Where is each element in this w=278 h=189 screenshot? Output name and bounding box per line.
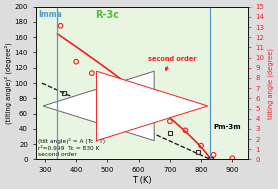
Point [211, 153, 216, 156]
Point [196, 150, 200, 153]
Text: R-3c: R-3c [95, 10, 120, 20]
Point [90, 72, 94, 75]
Y-axis label: tilting angle (degree): tilting angle (degree) [267, 48, 274, 119]
Point [74, 60, 78, 63]
Point [230, 157, 235, 160]
Point [183, 129, 188, 132]
Text: Imma: Imma [38, 10, 62, 19]
Point [105, 111, 110, 114]
Point [80, 103, 85, 106]
Point [208, 158, 213, 161]
Text: (tilt angle)² = A (Tc - T)
r²=0.999  Tc = 830 K
second order: (tilt angle)² = A (Tc - T) r²=0.999 Tc =… [38, 138, 105, 157]
Point [58, 24, 63, 27]
Point [168, 120, 172, 123]
Point [199, 144, 203, 147]
Point [136, 95, 141, 98]
Text: second order: second order [148, 56, 197, 70]
X-axis label: T (K): T (K) [132, 176, 152, 185]
Point [152, 102, 157, 105]
Y-axis label: (tilting angle)² (degree²): (tilting angle)² (degree²) [4, 42, 12, 124]
Point [136, 118, 141, 121]
Point [61, 91, 66, 94]
Point [105, 81, 110, 84]
Text: Pm-3m: Pm-3m [214, 124, 241, 130]
Point [121, 91, 125, 94]
Point [168, 131, 172, 134]
